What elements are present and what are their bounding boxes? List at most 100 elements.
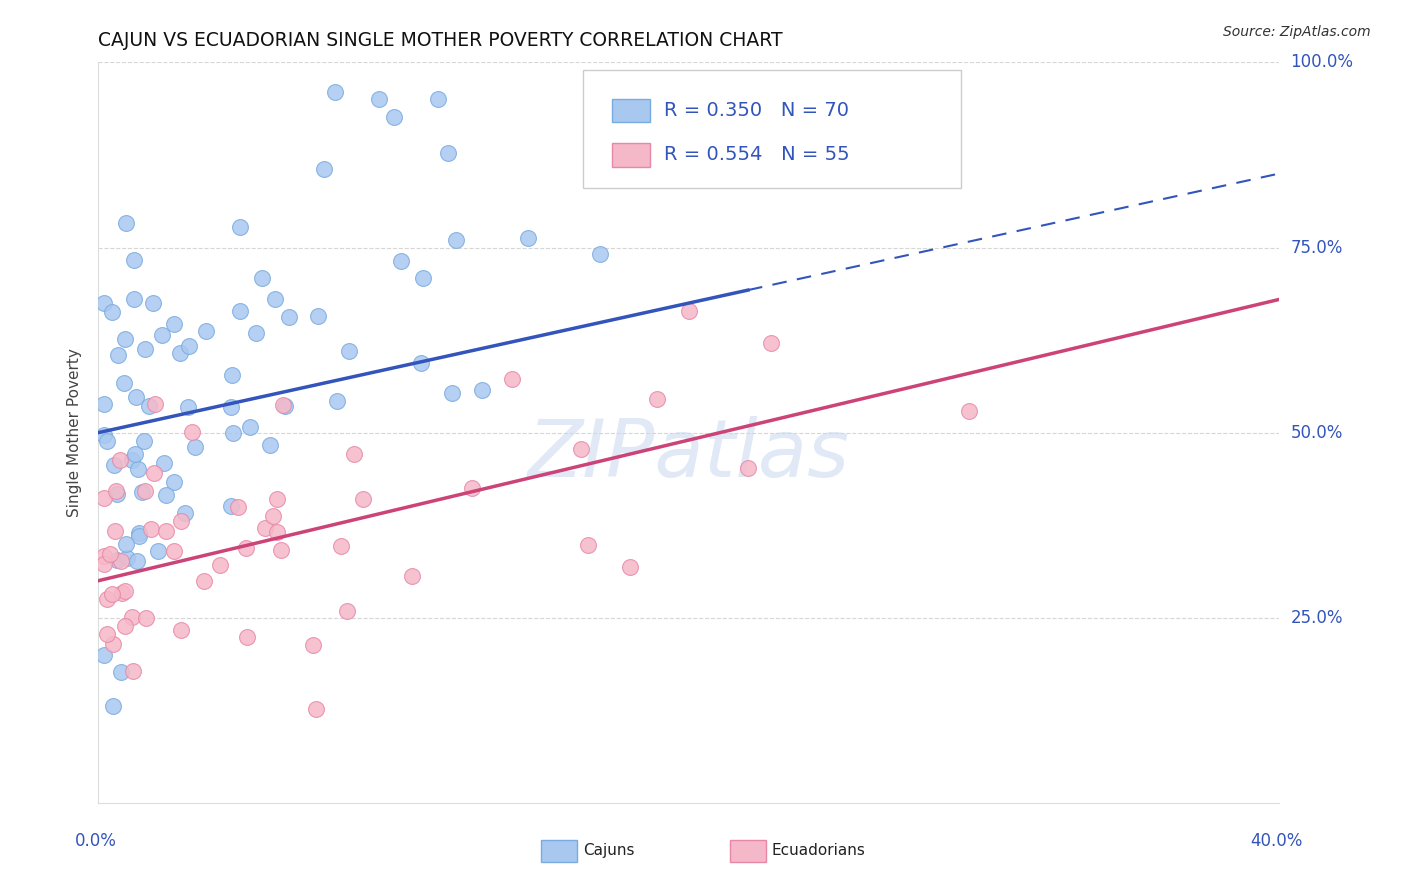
Point [229,220,252,235]
Point [401,569,423,583]
Point [139,522,162,536]
Point [170,514,193,528]
Point [645,392,668,406]
Point [104,524,127,539]
Point [96,592,118,607]
Text: CAJUN VS ECUADORIAN SINGLE MOTHER POVERTY CORRELATION CHART: CAJUN VS ECUADORIAN SINGLE MOTHER POVERT… [98,30,783,50]
Point [152,457,174,471]
Text: Ecuadorians: Ecuadorians [772,844,866,858]
Point [517,231,540,245]
FancyBboxPatch shape [612,143,650,167]
Point [235,541,257,555]
Point [134,342,156,356]
Point [127,462,149,476]
Point [307,310,329,324]
Point [219,499,242,513]
Point [163,475,186,489]
Text: 100.0%: 100.0% [1291,54,1354,71]
Point [114,619,136,633]
FancyBboxPatch shape [612,99,650,122]
FancyBboxPatch shape [582,70,960,188]
Point [115,216,138,230]
Point [266,491,288,506]
Point [135,611,157,625]
Point [163,544,186,558]
Point [93,296,115,310]
Point [305,702,328,716]
Point [103,458,125,473]
Point [352,491,374,506]
Point [578,538,600,552]
Point [259,438,281,452]
Point [143,466,166,480]
Point [146,543,169,558]
Point [112,376,135,390]
Point [193,574,215,589]
Point [122,292,145,306]
Text: 50.0%: 50.0% [1291,424,1343,442]
Point [132,434,155,448]
Point [323,85,346,99]
Point [427,92,450,106]
Point [107,487,129,501]
Point [336,604,359,618]
Point [368,92,391,106]
Point [115,551,138,566]
Text: Source: ZipAtlas.com: Source: ZipAtlas.com [1223,25,1371,39]
Point [128,526,150,541]
Point [131,484,153,499]
Text: Cajuns: Cajuns [582,844,634,858]
Point [142,296,165,310]
Point [110,554,132,568]
Point [245,326,267,340]
Point [235,630,257,644]
Point [104,483,127,498]
Point [138,399,160,413]
Point [501,372,523,386]
Point [173,506,195,520]
Point [101,699,124,714]
Point [93,397,115,411]
Point [93,549,115,564]
Point [111,586,134,600]
Point [150,328,173,343]
Point [169,346,191,360]
Point [121,610,143,624]
Point [177,401,200,415]
Point [301,638,323,652]
Point [110,665,132,679]
Point [93,427,115,442]
Point [208,558,231,572]
Point [125,554,148,568]
Point [737,461,759,475]
Point [389,254,412,268]
Point [124,447,146,461]
Point [183,441,205,455]
Point [114,537,136,551]
Point [250,270,273,285]
Point [98,547,121,561]
Point [444,233,467,247]
Point [226,500,249,515]
Point [569,442,592,456]
Point [134,483,156,498]
Point [180,425,202,440]
FancyBboxPatch shape [730,840,766,862]
Point [412,271,434,285]
Point [436,145,458,160]
Point [239,420,262,434]
Point [270,542,292,557]
Text: ZIPatlas: ZIPatlas [527,416,851,494]
Point [326,393,349,408]
Point [96,626,118,640]
Point [114,584,136,599]
Point [194,324,217,338]
Point [114,332,136,346]
Point [957,404,980,418]
Point [266,525,288,540]
Point [128,529,150,543]
Point [121,664,143,678]
Point [382,110,405,124]
Point [471,383,494,397]
FancyBboxPatch shape [541,840,576,862]
